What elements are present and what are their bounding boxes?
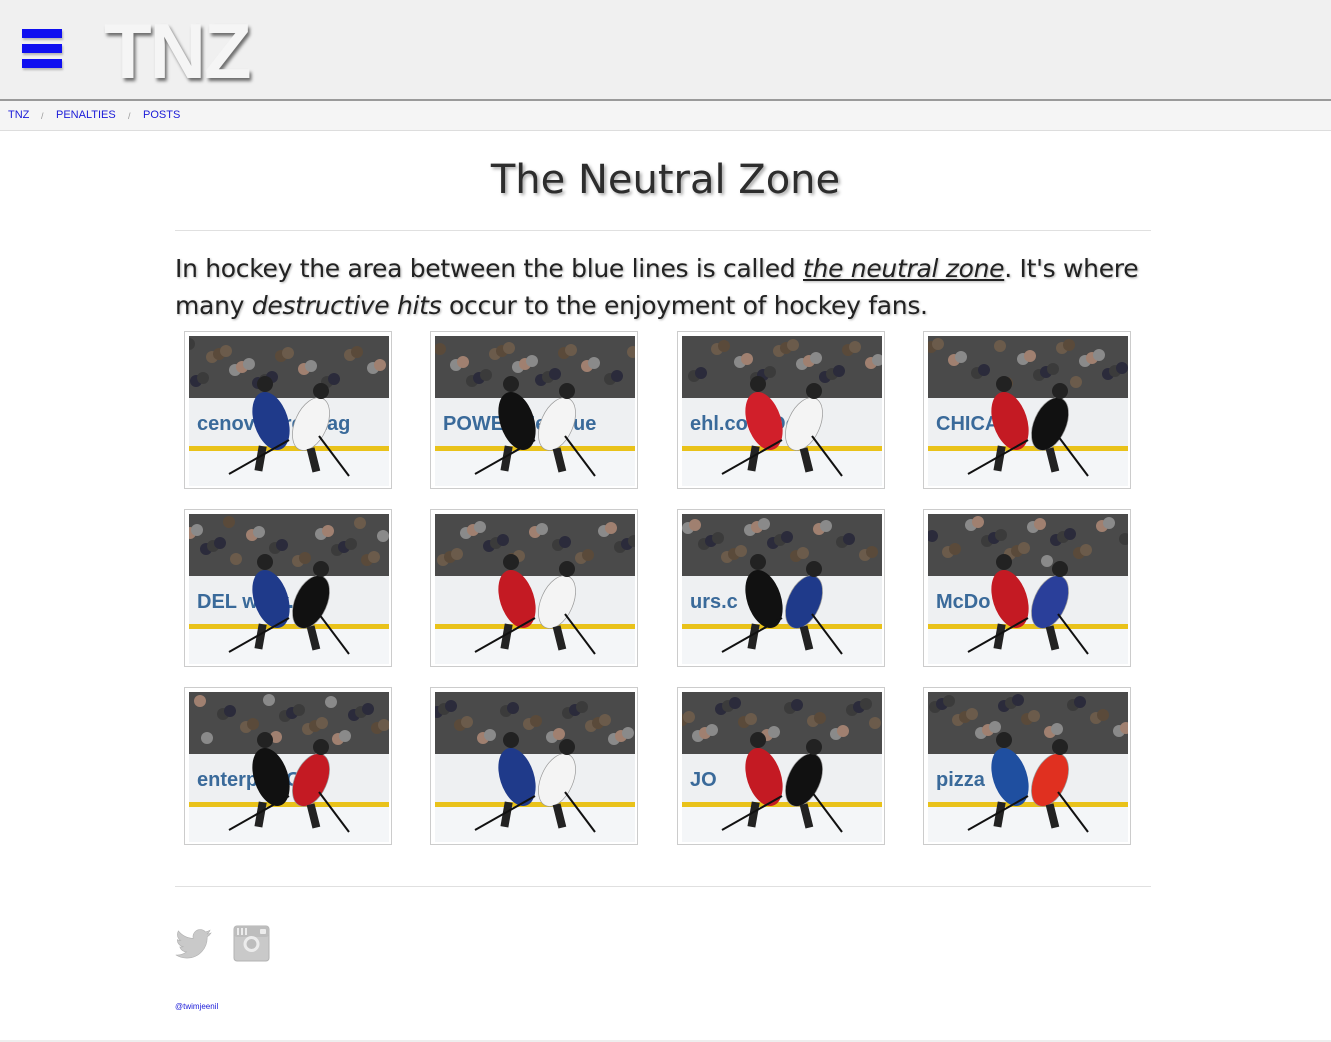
photo-image: urs.c xyxy=(682,514,882,664)
hockey-hit-photo[interactable]: ehl.com Detr xyxy=(677,331,885,489)
neutral-zone-link[interactable]: the neutral zone xyxy=(803,254,1005,283)
intro-text: In hockey the area between the blue line… xyxy=(175,254,804,283)
instagram-camera-icon[interactable] xyxy=(232,924,272,964)
hockey-hit-photo[interactable]: urs.c xyxy=(677,509,885,667)
photo-image: CHICAG xyxy=(928,336,1128,486)
photo-image: pizza xyxy=(928,692,1128,842)
footer-divider xyxy=(0,1040,1331,1042)
intro-paragraph: In hockey the area between the blue line… xyxy=(175,250,1165,324)
hockey-hit-photo[interactable]: JO xyxy=(677,687,885,845)
breadcrumb-separator: / xyxy=(128,111,131,121)
hamburger-menu-icon[interactable] xyxy=(22,29,62,69)
hockey-hit-photo[interactable] xyxy=(430,509,638,667)
breadcrumb-item-penalties[interactable]: PENALTIES xyxy=(56,109,116,121)
hockey-hit-photo[interactable]: McDo xyxy=(923,509,1131,667)
hockey-hit-photo[interactable]: pizza xyxy=(923,687,1131,845)
twitter-bird-icon[interactable] xyxy=(173,924,213,964)
photo-image: enterpr ROSS xyxy=(189,692,389,842)
divider xyxy=(175,886,1151,887)
twitter-handle-link[interactable]: @twimjeenil xyxy=(175,1002,219,1011)
photo-image: ehl.com Detr xyxy=(682,336,882,486)
top-bar: TNZ xyxy=(0,0,1331,101)
hockey-hit-photo[interactable]: CHICAG xyxy=(923,331,1131,489)
photo-image: POWER JetBlue xyxy=(435,336,635,486)
intro-text: . It's where many xyxy=(175,254,1139,320)
page-title: The Neutral Zone xyxy=(490,157,841,203)
photo-image: cenovus red tag xyxy=(189,336,389,486)
photo-ad-text: McDo xyxy=(936,591,990,613)
site-logo[interactable]: TNZ xyxy=(104,7,252,95)
hockey-hit-photo[interactable]: enterpr ROSS xyxy=(184,687,392,845)
photo-ad-text: pizza xyxy=(936,769,986,791)
photo-ad-text: JO xyxy=(690,769,717,791)
photo-image xyxy=(435,692,635,842)
hockey-hit-photo[interactable]: POWER JetBlue xyxy=(430,331,638,489)
breadcrumb-separator: / xyxy=(41,111,44,121)
breadcrumb: TNZ / PENALTIES / POSTS xyxy=(0,101,1331,131)
photo-image xyxy=(435,514,635,664)
breadcrumb-item-tnz[interactable]: TNZ xyxy=(8,109,30,121)
breadcrumb-item-posts[interactable]: POSTS xyxy=(143,109,181,121)
photo-image: McDo xyxy=(928,514,1128,664)
hockey-hit-photo[interactable]: DEL www.del xyxy=(184,509,392,667)
photo-image: DEL www.del xyxy=(189,514,389,664)
hockey-hit-photo[interactable] xyxy=(430,687,638,845)
photo-image: JO xyxy=(682,692,882,842)
intro-emphasis: destructive hits xyxy=(251,291,442,320)
hockey-hit-photo[interactable]: cenovus red tag xyxy=(184,331,392,489)
intro-text: occur to the enjoyment of hockey fans. xyxy=(441,291,928,320)
divider xyxy=(175,230,1151,231)
photo-ad-text: urs.c xyxy=(690,591,738,613)
